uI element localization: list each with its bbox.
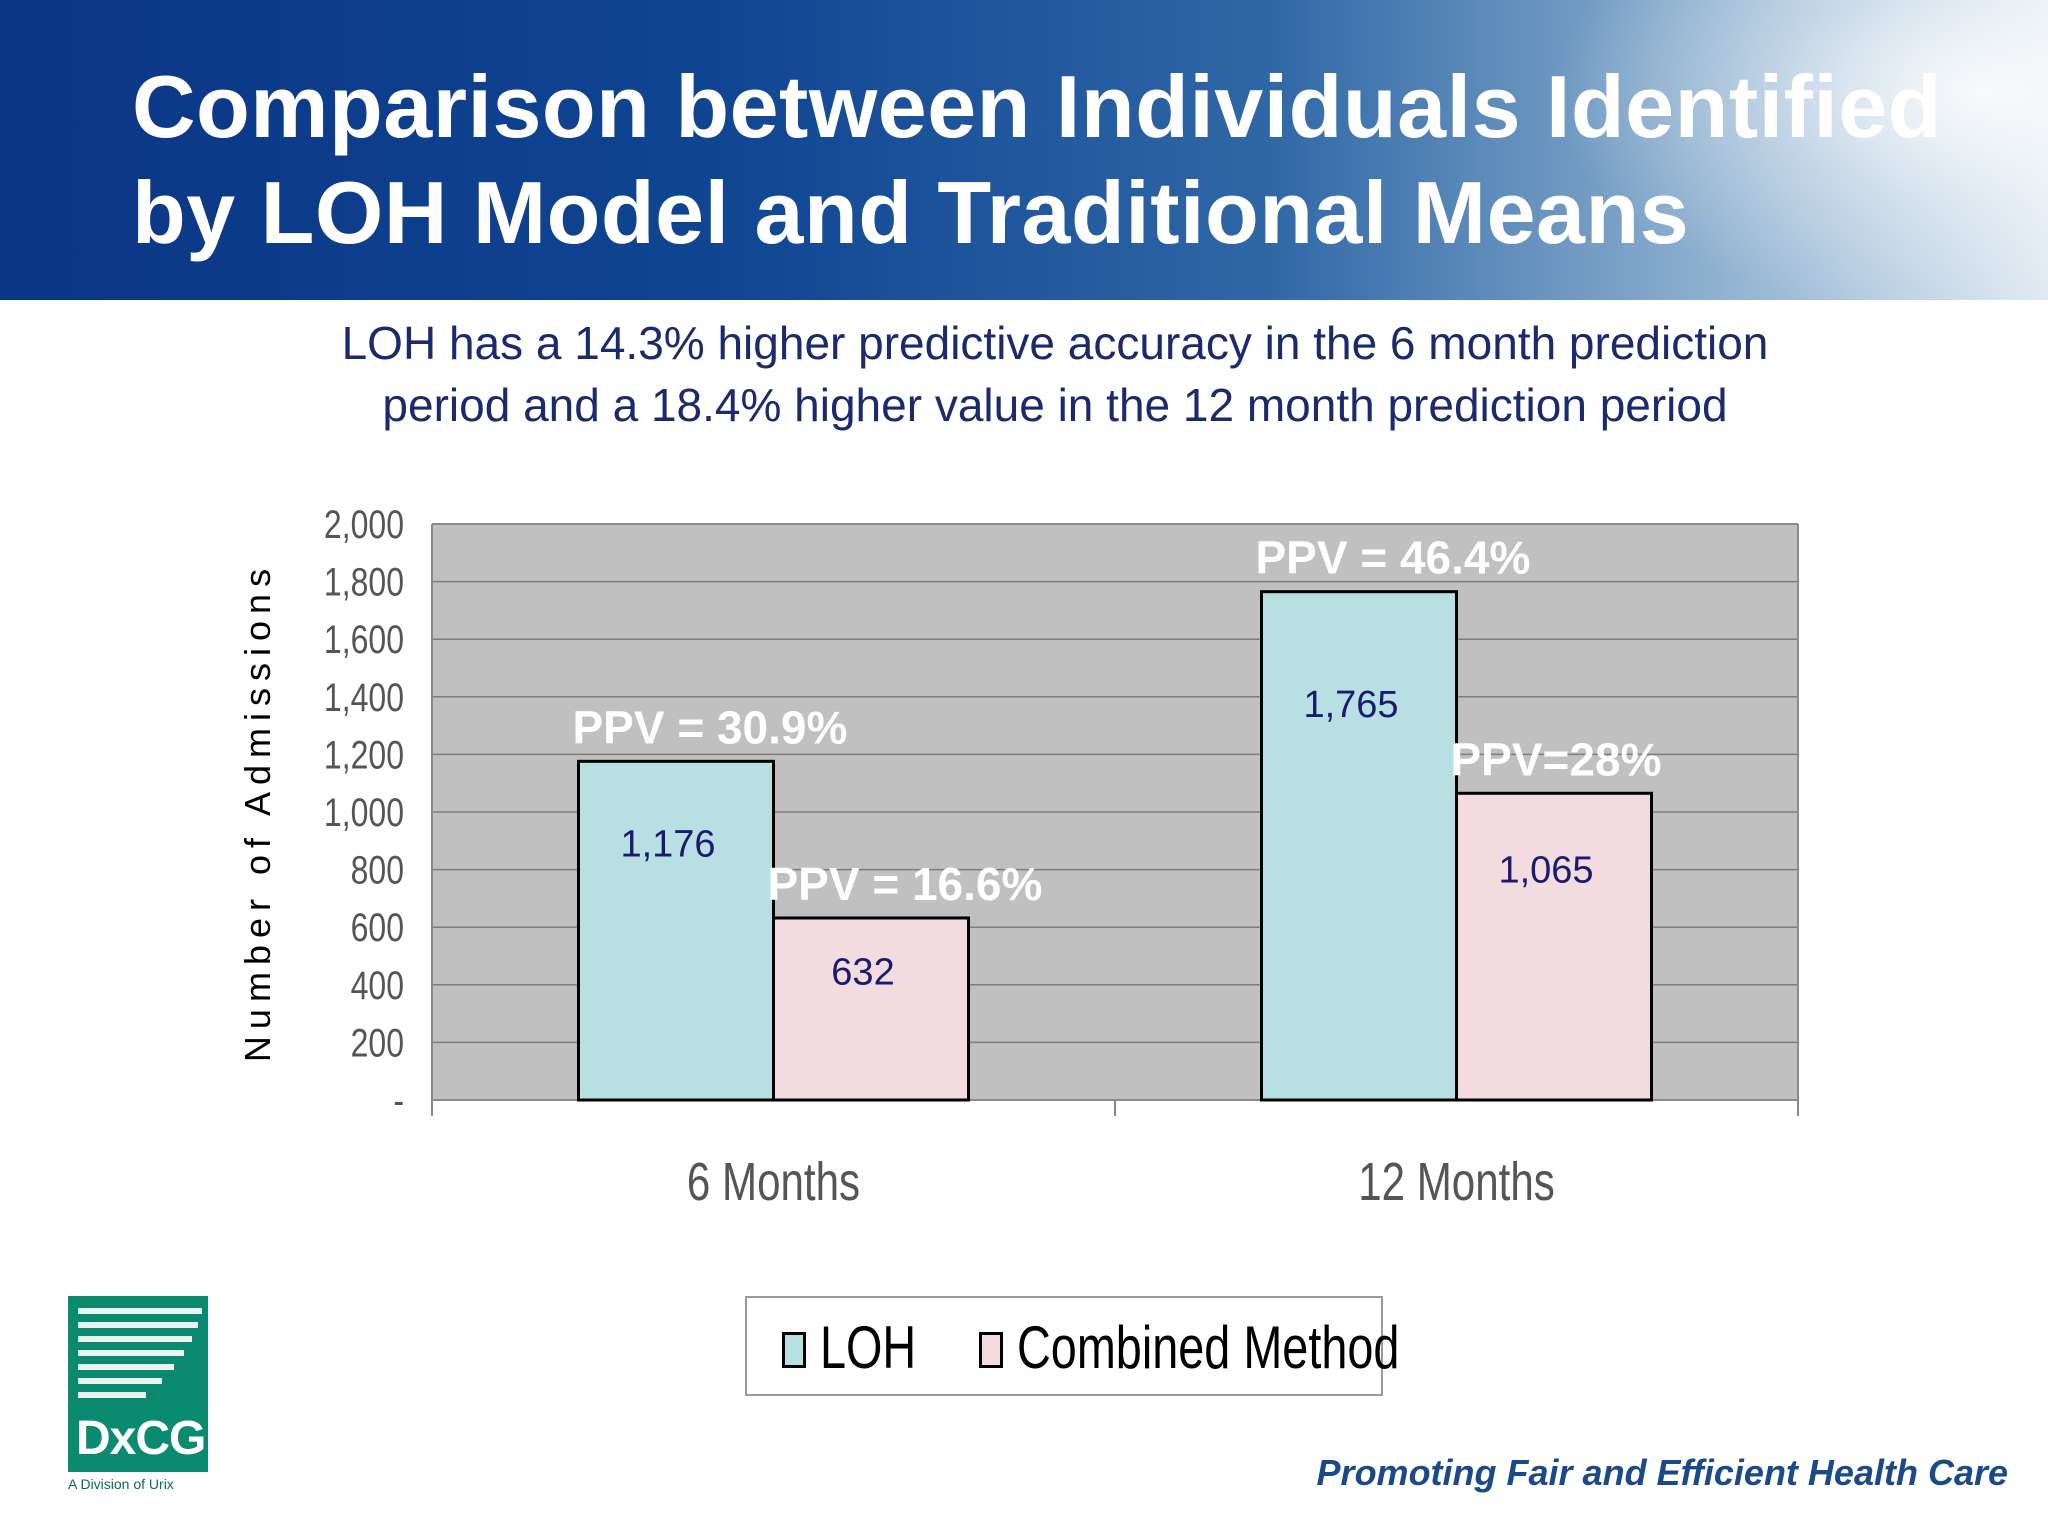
bar-value-label-combined: 1,065 [1498,849,1593,891]
bar-loh [577,759,775,1102]
subtitle-line-2: period and a 18.4% higher value in the 1… [382,379,1728,431]
subtitle-line-1: LOH has a 14.3% higher predictive accura… [341,317,1769,369]
logo-box: DxCG [68,1296,208,1472]
bar-combined [772,916,970,1102]
x-category-label: 12 Months [1358,1152,1555,1212]
bar-value-label-combined: 632 [831,952,894,994]
y-tick-label: 2,000 [324,502,404,547]
tagline: Promoting Fair and Efficient Health Care [1316,1452,2008,1493]
ppv-label-combined: PPV = 16.6% [768,858,1043,910]
y-tick-label: 400 [351,962,404,1007]
ppv-label-combined: PPV=28% [1451,733,1662,785]
y-tick-label: 200 [351,1020,404,1065]
bar-loh [1260,590,1458,1102]
legend-label-combined: Combined Method [1017,1314,1400,1381]
y-tick-label: - [393,1078,404,1123]
logo-subtext: A Division of Urix [68,1476,174,1492]
y-axis-title: Number of Admissions [237,562,278,1062]
slide-subtitle: LOH has a 14.3% higher predictive accura… [120,312,1990,436]
slide-title-line-1: Comparison between Individuals Identifie… [132,57,1943,156]
y-tick-label: 1,000 [324,790,404,835]
chart-legend: LOH Combined Method [745,1296,1399,1396]
y-tick-label: 800 [351,847,404,892]
dxcg-logo: DxCG A Division of Urix [68,1296,208,1492]
y-tick-label: 1,600 [324,617,404,662]
legend-swatch-combined [979,1332,1003,1368]
y-tick-label: 1,400 [324,674,404,719]
legend-label-loh: LOH [820,1314,917,1381]
x-category-label: 6 Months [687,1152,860,1212]
bar-combined [1455,791,1653,1102]
bar-value-label-loh: 1,176 [620,823,715,865]
title-banner: Comparison between Individuals Identifie… [0,0,2048,300]
slide-title: Comparison between Individuals Identifie… [132,54,2012,266]
ppv-label-loh: PPV = 46.4% [1256,532,1531,584]
logo-wordmark: DxCG [76,1412,206,1465]
y-tick-label: 600 [351,905,404,950]
y-tick-label: 1,200 [324,732,404,777]
legend-swatch-loh [782,1332,806,1368]
ppv-label-loh: PPV = 30.9% [573,701,848,753]
bar-value-label-loh: 1,765 [1303,684,1398,726]
banner-glow [1548,0,2048,300]
y-tick-label: 1,800 [324,559,404,604]
slide-title-line-2: by LOH Model and Traditional Means [132,163,1690,262]
